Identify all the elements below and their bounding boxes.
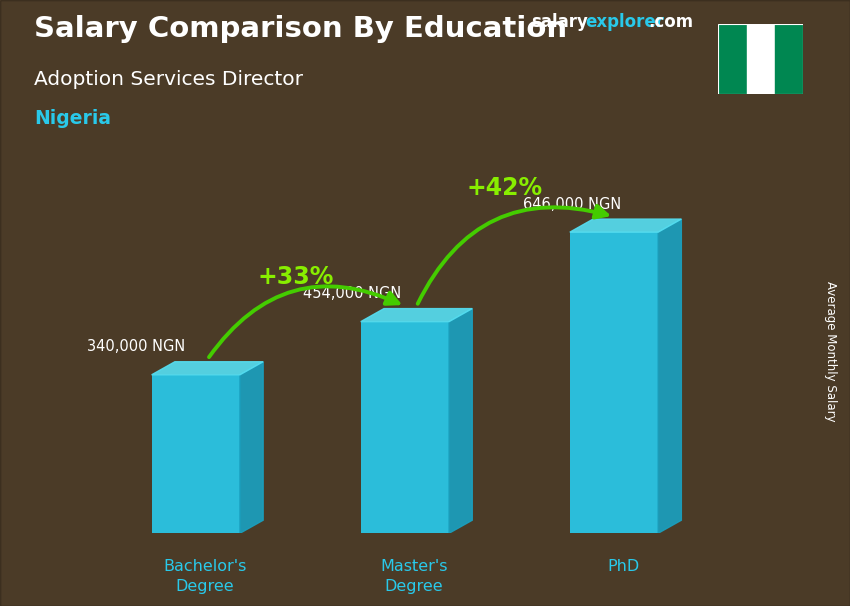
Text: +33%: +33%	[258, 265, 334, 289]
Text: Master's
Degree: Master's Degree	[381, 559, 448, 594]
Bar	[775, 24, 803, 94]
Polygon shape	[360, 308, 473, 322]
Text: salary: salary	[531, 13, 588, 32]
Text: Average Monthly Salary: Average Monthly Salary	[824, 281, 837, 422]
Bar	[151, 375, 240, 533]
Text: explorer: explorer	[585, 13, 664, 32]
Polygon shape	[240, 362, 264, 533]
Bar	[718, 24, 746, 94]
Text: PhD: PhD	[607, 559, 639, 574]
Text: 646,000 NGN: 646,000 NGN	[524, 196, 621, 211]
Polygon shape	[658, 219, 682, 533]
Text: Bachelor's
Degree: Bachelor's Degree	[163, 559, 246, 594]
Text: 454,000 NGN: 454,000 NGN	[303, 286, 401, 301]
Text: Nigeria: Nigeria	[34, 109, 111, 128]
Text: .com: .com	[649, 13, 694, 32]
Text: Adoption Services Director: Adoption Services Director	[34, 70, 303, 88]
Bar	[746, 24, 775, 94]
Polygon shape	[449, 308, 473, 533]
Text: 340,000 NGN: 340,000 NGN	[87, 339, 184, 355]
Polygon shape	[151, 362, 264, 375]
Text: Salary Comparison By Education: Salary Comparison By Education	[34, 15, 567, 43]
Bar	[360, 322, 449, 533]
Bar	[570, 232, 658, 533]
Polygon shape	[570, 219, 682, 232]
Text: +42%: +42%	[467, 176, 543, 200]
